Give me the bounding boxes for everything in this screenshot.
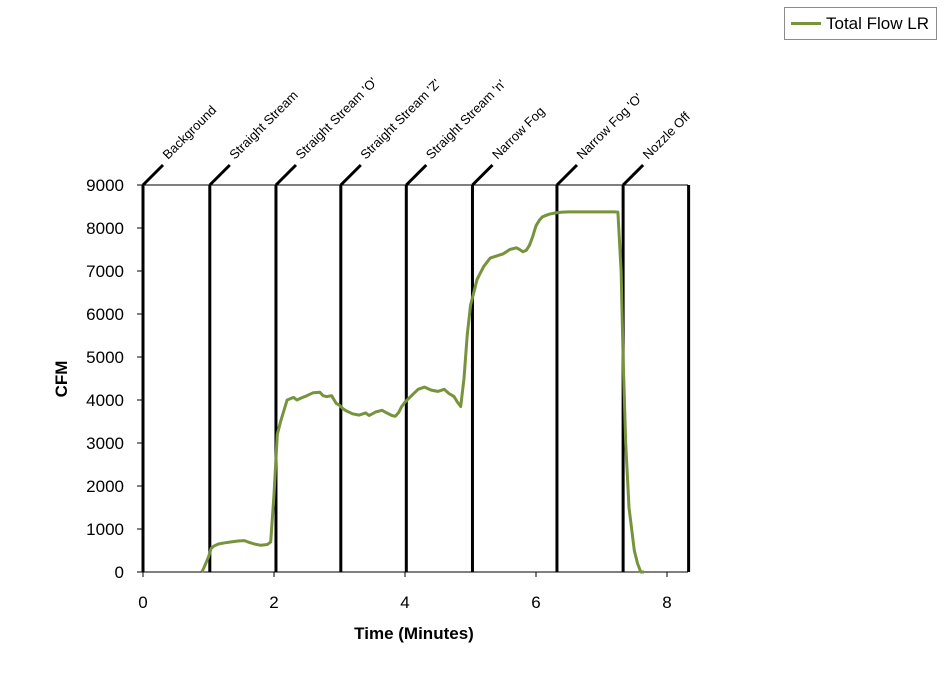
legend-swatch: [791, 22, 821, 25]
y-tick-label: 9000: [86, 176, 124, 195]
series-line-0: [200, 210, 645, 574]
y-tick-label: 1000: [86, 520, 124, 539]
phase-marker-label: Background: [160, 102, 220, 162]
y-tick-label: 4000: [86, 391, 124, 410]
phase-marker-label: Nozzle Off: [640, 108, 694, 162]
phase-marker-leader: [405, 163, 428, 187]
x-axis-label: Time (Minutes): [354, 624, 474, 643]
x-tick-label: 6: [531, 593, 540, 612]
legend: Total Flow LR: [784, 7, 937, 40]
x-axis: 0 2 4 6 8: [138, 572, 672, 612]
y-tick-label: 6000: [86, 305, 124, 324]
x-tick-label: 8: [662, 593, 671, 612]
y-tick-label: 2000: [86, 477, 124, 496]
phase-marker-label: Narrow Fog 'O': [573, 90, 645, 162]
y-axis: 0 1000 2000 3000 4000 5000 6000 7000 8000 9000: [86, 176, 143, 582]
series-layer: [200, 210, 645, 574]
y-tick-label: 7000: [86, 262, 124, 281]
y-tick-label: 3000: [86, 434, 124, 453]
y-tick-label: 8000: [86, 219, 124, 238]
phase-marker-label: Narrow Fog: [489, 103, 548, 162]
plot-frame: [143, 184, 688, 573]
phase-marker-leader: [339, 163, 362, 187]
phase-marker-leader: [622, 163, 645, 187]
phase-marker-leader: [208, 163, 231, 187]
y-tick-label: 0: [115, 563, 124, 582]
phase-marker-leader: [274, 163, 298, 187]
x-tick-label: 0: [138, 593, 147, 612]
phase-marker-leader: [555, 163, 579, 187]
y-axis-label: CFM: [52, 361, 71, 398]
phase-marker-leader: [141, 163, 165, 187]
x-tick-label: 4: [400, 593, 409, 612]
phase-marker-leader: [471, 163, 494, 187]
phase-marker-label: Straight Stream: [226, 88, 300, 162]
legend-label: Total Flow LR: [826, 13, 929, 33]
x-tick-label: 2: [269, 593, 278, 612]
y-tick-label: 5000: [86, 348, 124, 367]
